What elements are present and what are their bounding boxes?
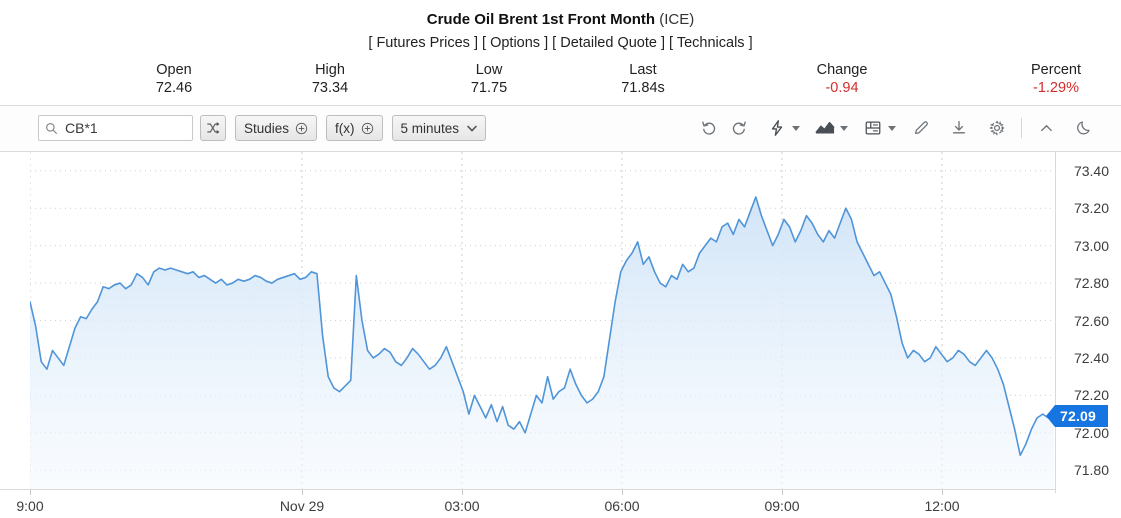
link-options[interactable]: Options (490, 35, 541, 51)
plus-circle-icon (295, 122, 308, 135)
compare-symbols-icon (206, 121, 220, 135)
instrument-name: Crude Oil Brent 1st Front Month (426, 11, 656, 28)
y-axis-tick-label: 72.80 (1073, 275, 1109, 292)
quote-stat-value: 71.84s (621, 80, 665, 96)
y-axis-tick-label: 71.80 (1073, 462, 1109, 479)
layout-icon[interactable] (860, 115, 886, 141)
bracket: [ (552, 35, 557, 51)
chevron-down-icon (467, 124, 478, 132)
plus-circle-icon (361, 122, 374, 135)
undo-icon[interactable] (696, 115, 722, 141)
x-axis-tick-label: 03:00 (444, 498, 480, 514)
y-axis-tick-label: 72.60 (1073, 312, 1109, 329)
chart-type-menu[interactable] (812, 115, 848, 141)
toolbar-divider (1021, 118, 1022, 138)
redo-icon[interactable] (726, 115, 752, 141)
plot-bottom-axis (0, 489, 1056, 490)
bracket: ] (473, 35, 478, 51)
link-detailed-quote[interactable]: Detailed Quote (560, 35, 657, 51)
search-icon (45, 122, 58, 135)
x-axis-tick-label: 12:00 (924, 498, 960, 514)
bracket: [ (368, 35, 373, 51)
studies-label: Studies (244, 120, 290, 136)
x-axis-tick (30, 490, 31, 495)
bracket: [ (669, 35, 674, 51)
x-axis-tick-label: Nov 29 (279, 498, 325, 514)
chart-plot-area[interactable] (30, 152, 1055, 489)
bracket: ] (544, 35, 549, 51)
x-axis-tick (462, 490, 463, 495)
exchange-name: (ICE) (659, 11, 695, 28)
link-futures-prices[interactable]: Futures Prices (376, 35, 470, 51)
layout-menu[interactable] (860, 115, 896, 141)
quote-stat-high: High 73.34 (270, 61, 390, 98)
x-axis-tick (622, 490, 623, 495)
nav-links: [ Futures Prices ] [ Options ] [ Detaile… (0, 33, 1121, 53)
y-axis-tick-label: 73.40 (1073, 162, 1109, 179)
chart-type-icon[interactable] (812, 115, 838, 141)
bracket: ] (660, 35, 666, 51)
flash-icon[interactable] (764, 115, 790, 141)
quote-stats-row: Open 72.46 High 73.34 Low 71.75 Last 71.84s Chan… (0, 61, 1121, 101)
collapse-chevron-up-icon[interactable] (1033, 115, 1059, 141)
plot-right-border (1055, 152, 1056, 493)
quote-stat-label: Change (816, 62, 868, 78)
x-axis-tick-label: 06:00 (604, 498, 640, 514)
y-axis-tick-label: 72.20 (1073, 387, 1109, 404)
quote-stat-value: -0.94 (825, 80, 859, 96)
bracket: ] (748, 35, 753, 51)
chart-toolbar: CB*1 Studies f(x) (0, 105, 1121, 152)
chevron-down-icon[interactable] (840, 125, 848, 131)
page-title: Crude Oil Brent 1st Front Month (ICE) (0, 10, 1121, 30)
y-axis-tick-label: 73.20 (1073, 200, 1109, 217)
flash-menu[interactable] (764, 115, 800, 141)
quote-stat-value: 73.34 (311, 80, 349, 96)
symbol-value: CB*1 (65, 120, 98, 136)
y-axis-tick-label: 72.40 (1073, 349, 1109, 366)
quote-header: Crude Oil Brent 1st Front Month (ICE) [ … (0, 0, 1121, 53)
quote-stat-label: Percent (1031, 62, 1081, 78)
y-axis-tick-label: 73.00 (1073, 237, 1109, 254)
interval-select[interactable]: 5 minutes (391, 115, 487, 141)
symbol-search-input[interactable]: CB*1 (38, 115, 193, 141)
dark-mode-moon-icon[interactable] (1071, 115, 1097, 141)
quote-stat-value: -1.29% (1033, 80, 1079, 96)
interval-label: 5 minutes (400, 120, 460, 136)
x-axis-tick (302, 490, 303, 495)
download-icon[interactable] (946, 115, 972, 141)
x-axis-tick (782, 490, 783, 495)
quote-stat-label: Last (629, 62, 657, 78)
functions-label: f(x) (335, 120, 355, 136)
price-chart-panel[interactable]: 73.40 73.20 73.00 72.80 72.60 72.40 72.20 72.00… (0, 151, 1121, 517)
settings-gear-icon[interactable] (984, 115, 1010, 141)
quote-stat-value: 71.75 (470, 80, 508, 96)
draw-pencil-icon[interactable] (908, 115, 934, 141)
bracket: [ (482, 35, 487, 51)
quote-stat-last: Last 71.84s (583, 61, 703, 98)
quote-stat-open: Open 72.46 (114, 61, 234, 98)
compare-symbols-button[interactable] (200, 115, 226, 141)
quote-stat-low: Low 71.75 (429, 61, 549, 98)
link-technicals[interactable]: Technicals (676, 35, 745, 51)
y-axis-tick-label: 72.00 (1073, 424, 1109, 441)
x-axis: 9:00 Nov 29 03:00 06:00 09:00 12:00 (0, 490, 1121, 518)
functions-button[interactable]: f(x) (326, 115, 383, 141)
quote-stat-percent: Percent -1.29% (996, 61, 1116, 98)
quote-stat-label: Open (156, 62, 192, 78)
chevron-down-icon[interactable] (888, 125, 896, 131)
studies-button[interactable]: Studies (235, 115, 318, 141)
x-axis-tick-label: 9:00 (16, 498, 44, 514)
chevron-down-icon[interactable] (792, 125, 800, 131)
last-price-badge: 72.09 (1046, 404, 1108, 427)
y-axis: 73.40 73.20 73.00 72.80 72.60 72.40 72.20 72.00… (1060, 152, 1121, 497)
quote-stat-label: Low (475, 62, 503, 78)
x-axis-tick-label: 09:00 (764, 498, 800, 514)
quote-stat-label: High (315, 62, 345, 78)
quote-stat-value: 72.46 (155, 80, 193, 96)
x-axis-tick (942, 490, 943, 495)
quote-stat-change: Change -0.94 (782, 61, 902, 98)
